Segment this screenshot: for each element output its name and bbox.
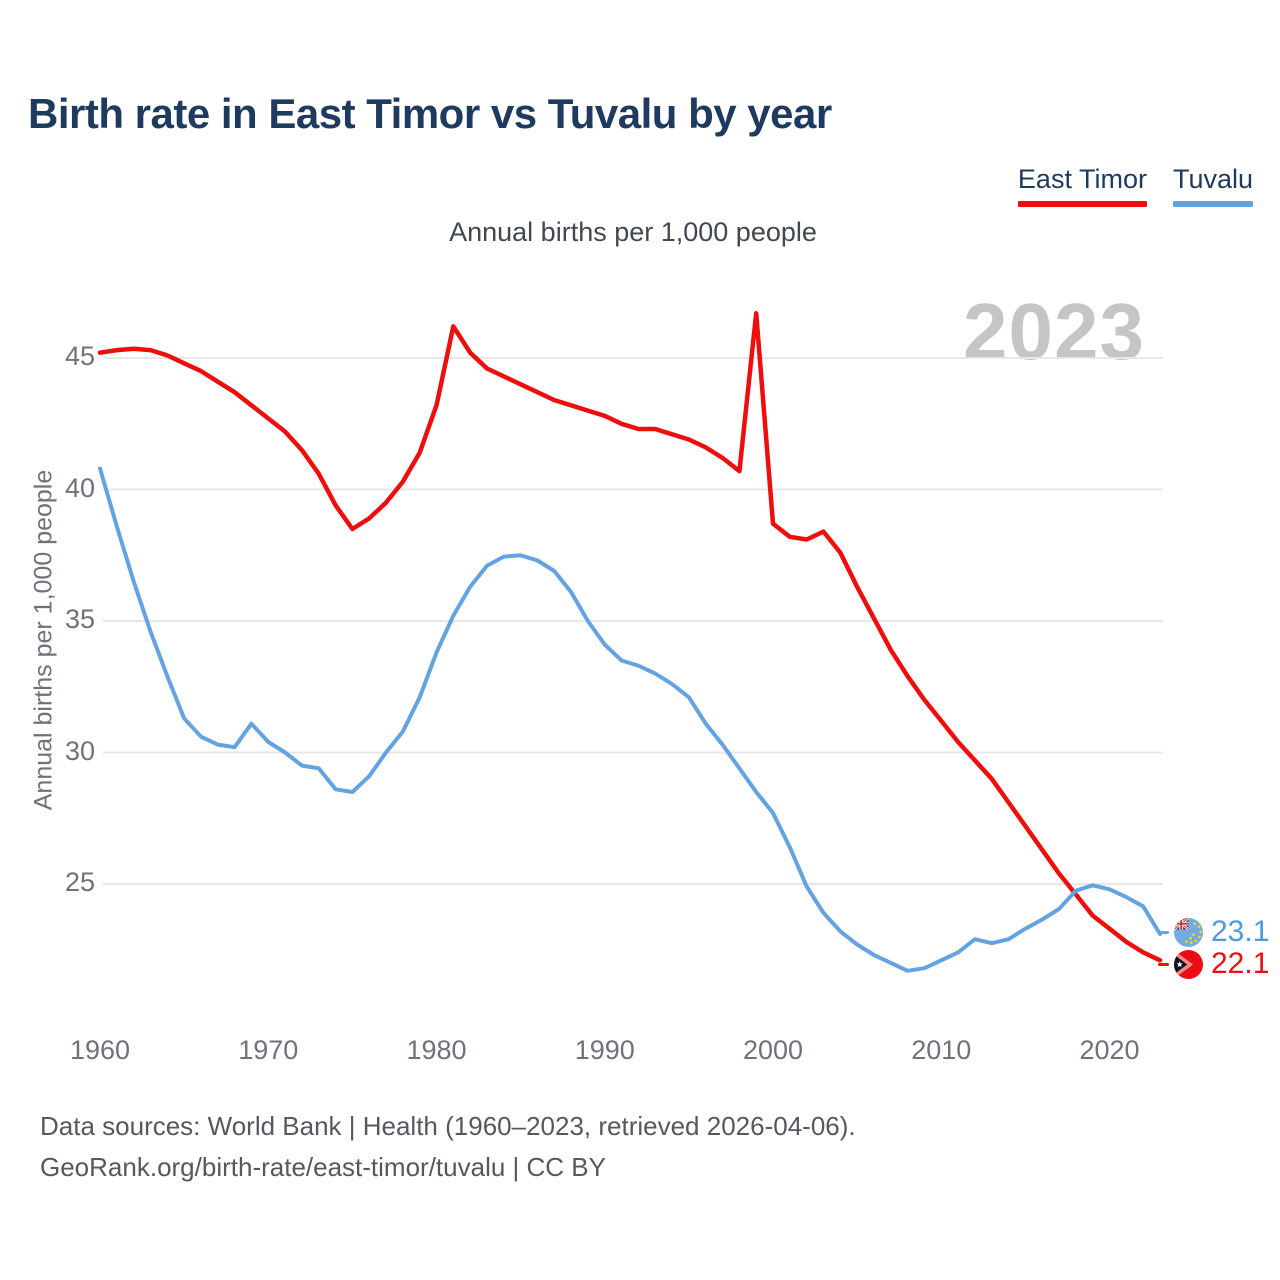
- page-title: Birth rate in East Timor vs Tuvalu by ye…: [28, 90, 832, 137]
- legend-item-tuvalu[interactable]: Tuvalu: [1172, 164, 1253, 207]
- legend-underline-east-timor: [1017, 201, 1147, 207]
- tuvalu-connector-dash: [1158, 930, 1169, 934]
- east-timor-connector-dash: [1158, 962, 1169, 966]
- legend-label-east-timor: East Timor: [1017, 164, 1147, 194]
- footer-attribution: GeoRank.org/birth-rate/east-timor/tuvalu…: [40, 1152, 606, 1182]
- legend: East Timor Tuvalu: [1017, 164, 1253, 207]
- legend-label-tuvalu: Tuvalu: [1172, 164, 1253, 194]
- tuvalu-flag-icon: [1174, 917, 1203, 947]
- watermark-year: 2023: [963, 287, 1145, 376]
- tuvalu-end-value: 23.1: [1211, 915, 1270, 948]
- series-line-tuvalu: [98, 466, 1162, 973]
- east-timor-end-value: 22.1: [1211, 947, 1270, 980]
- chart-subtitle: Annual births per 1,000 people: [449, 217, 817, 247]
- legend-underline-tuvalu: [1172, 201, 1253, 207]
- east-timor-flag-icon: [1174, 949, 1203, 979]
- end-label-east-timor: 22.1: [1158, 947, 1269, 981]
- series-line-east-timor: [97, 311, 1163, 963]
- end-label-tuvalu: 23.1: [1158, 915, 1269, 949]
- footer-sources: Data sources: World Bank | Health (1960–…: [40, 1111, 856, 1141]
- footer: Data sources: World Bank | Health (1960–…: [40, 1106, 856, 1188]
- legend-item-east-timor[interactable]: East Timor: [1017, 164, 1147, 207]
